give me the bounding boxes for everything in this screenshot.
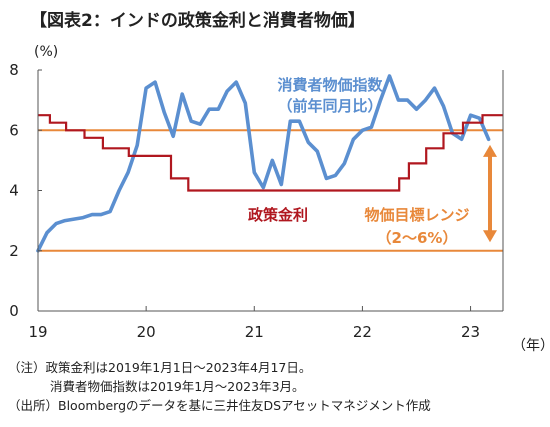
y-axis-unit: (%) <box>34 44 59 60</box>
x-tick-label: 20 <box>137 323 156 341</box>
policy-rate-label: 政策金利 <box>248 206 308 224</box>
y-tick-label: 0 <box>9 302 19 320</box>
note-source: （出所）Bloombergのデータを基に三井住友DSアセットマネジメント作成 <box>8 398 431 413</box>
target-band-layer <box>38 129 503 252</box>
series-layer <box>36 74 503 253</box>
cpi-series-label: 消費者物価指数 <box>277 76 383 94</box>
cpi-series-sublabel: （前年同月比） <box>277 97 382 115</box>
x-tick-label: 23 <box>461 323 480 341</box>
y-tick-label: 8 <box>9 61 19 79</box>
annotation-layer: 消費者物価指数 （前年同月比） 政策金利 物価目標レンジ （2～6%） <box>248 76 497 247</box>
target-band-arrow-head-up <box>483 144 497 157</box>
cpi-line <box>36 74 491 253</box>
y-tick-label: 2 <box>9 242 19 260</box>
x-tick-label: 21 <box>245 323 264 341</box>
x-tick-label: 19 <box>28 323 47 341</box>
chart-title: 【図表2：インドの政策金利と消費者物価】 <box>30 11 365 31</box>
x-axis-unit: （年） <box>512 338 550 354</box>
y-tick-label: 6 <box>9 121 19 139</box>
y-tick-label: 4 <box>9 182 19 200</box>
notes: （注）政策金利は2019年1月1日～2023年4月17日。 消費者物価指数は20… <box>8 358 431 415</box>
note-policy-rate-period: （注）政策金利は2019年1月1日～2023年4月17日。 <box>8 360 312 375</box>
target-band-range-label: （2～6%） <box>377 229 458 247</box>
note-cpi-period: 消費者物価指数は2019年1月～2023年3月。 <box>50 379 305 394</box>
axis-layer: 0 2 4 6 8 19 20 21 22 23 <box>9 61 504 341</box>
policy-rate-line <box>38 114 503 192</box>
target-band-arrow-head-down <box>483 230 497 243</box>
target-band-label: 物価目標レンジ <box>364 206 469 224</box>
x-tick-label: 22 <box>353 323 372 341</box>
